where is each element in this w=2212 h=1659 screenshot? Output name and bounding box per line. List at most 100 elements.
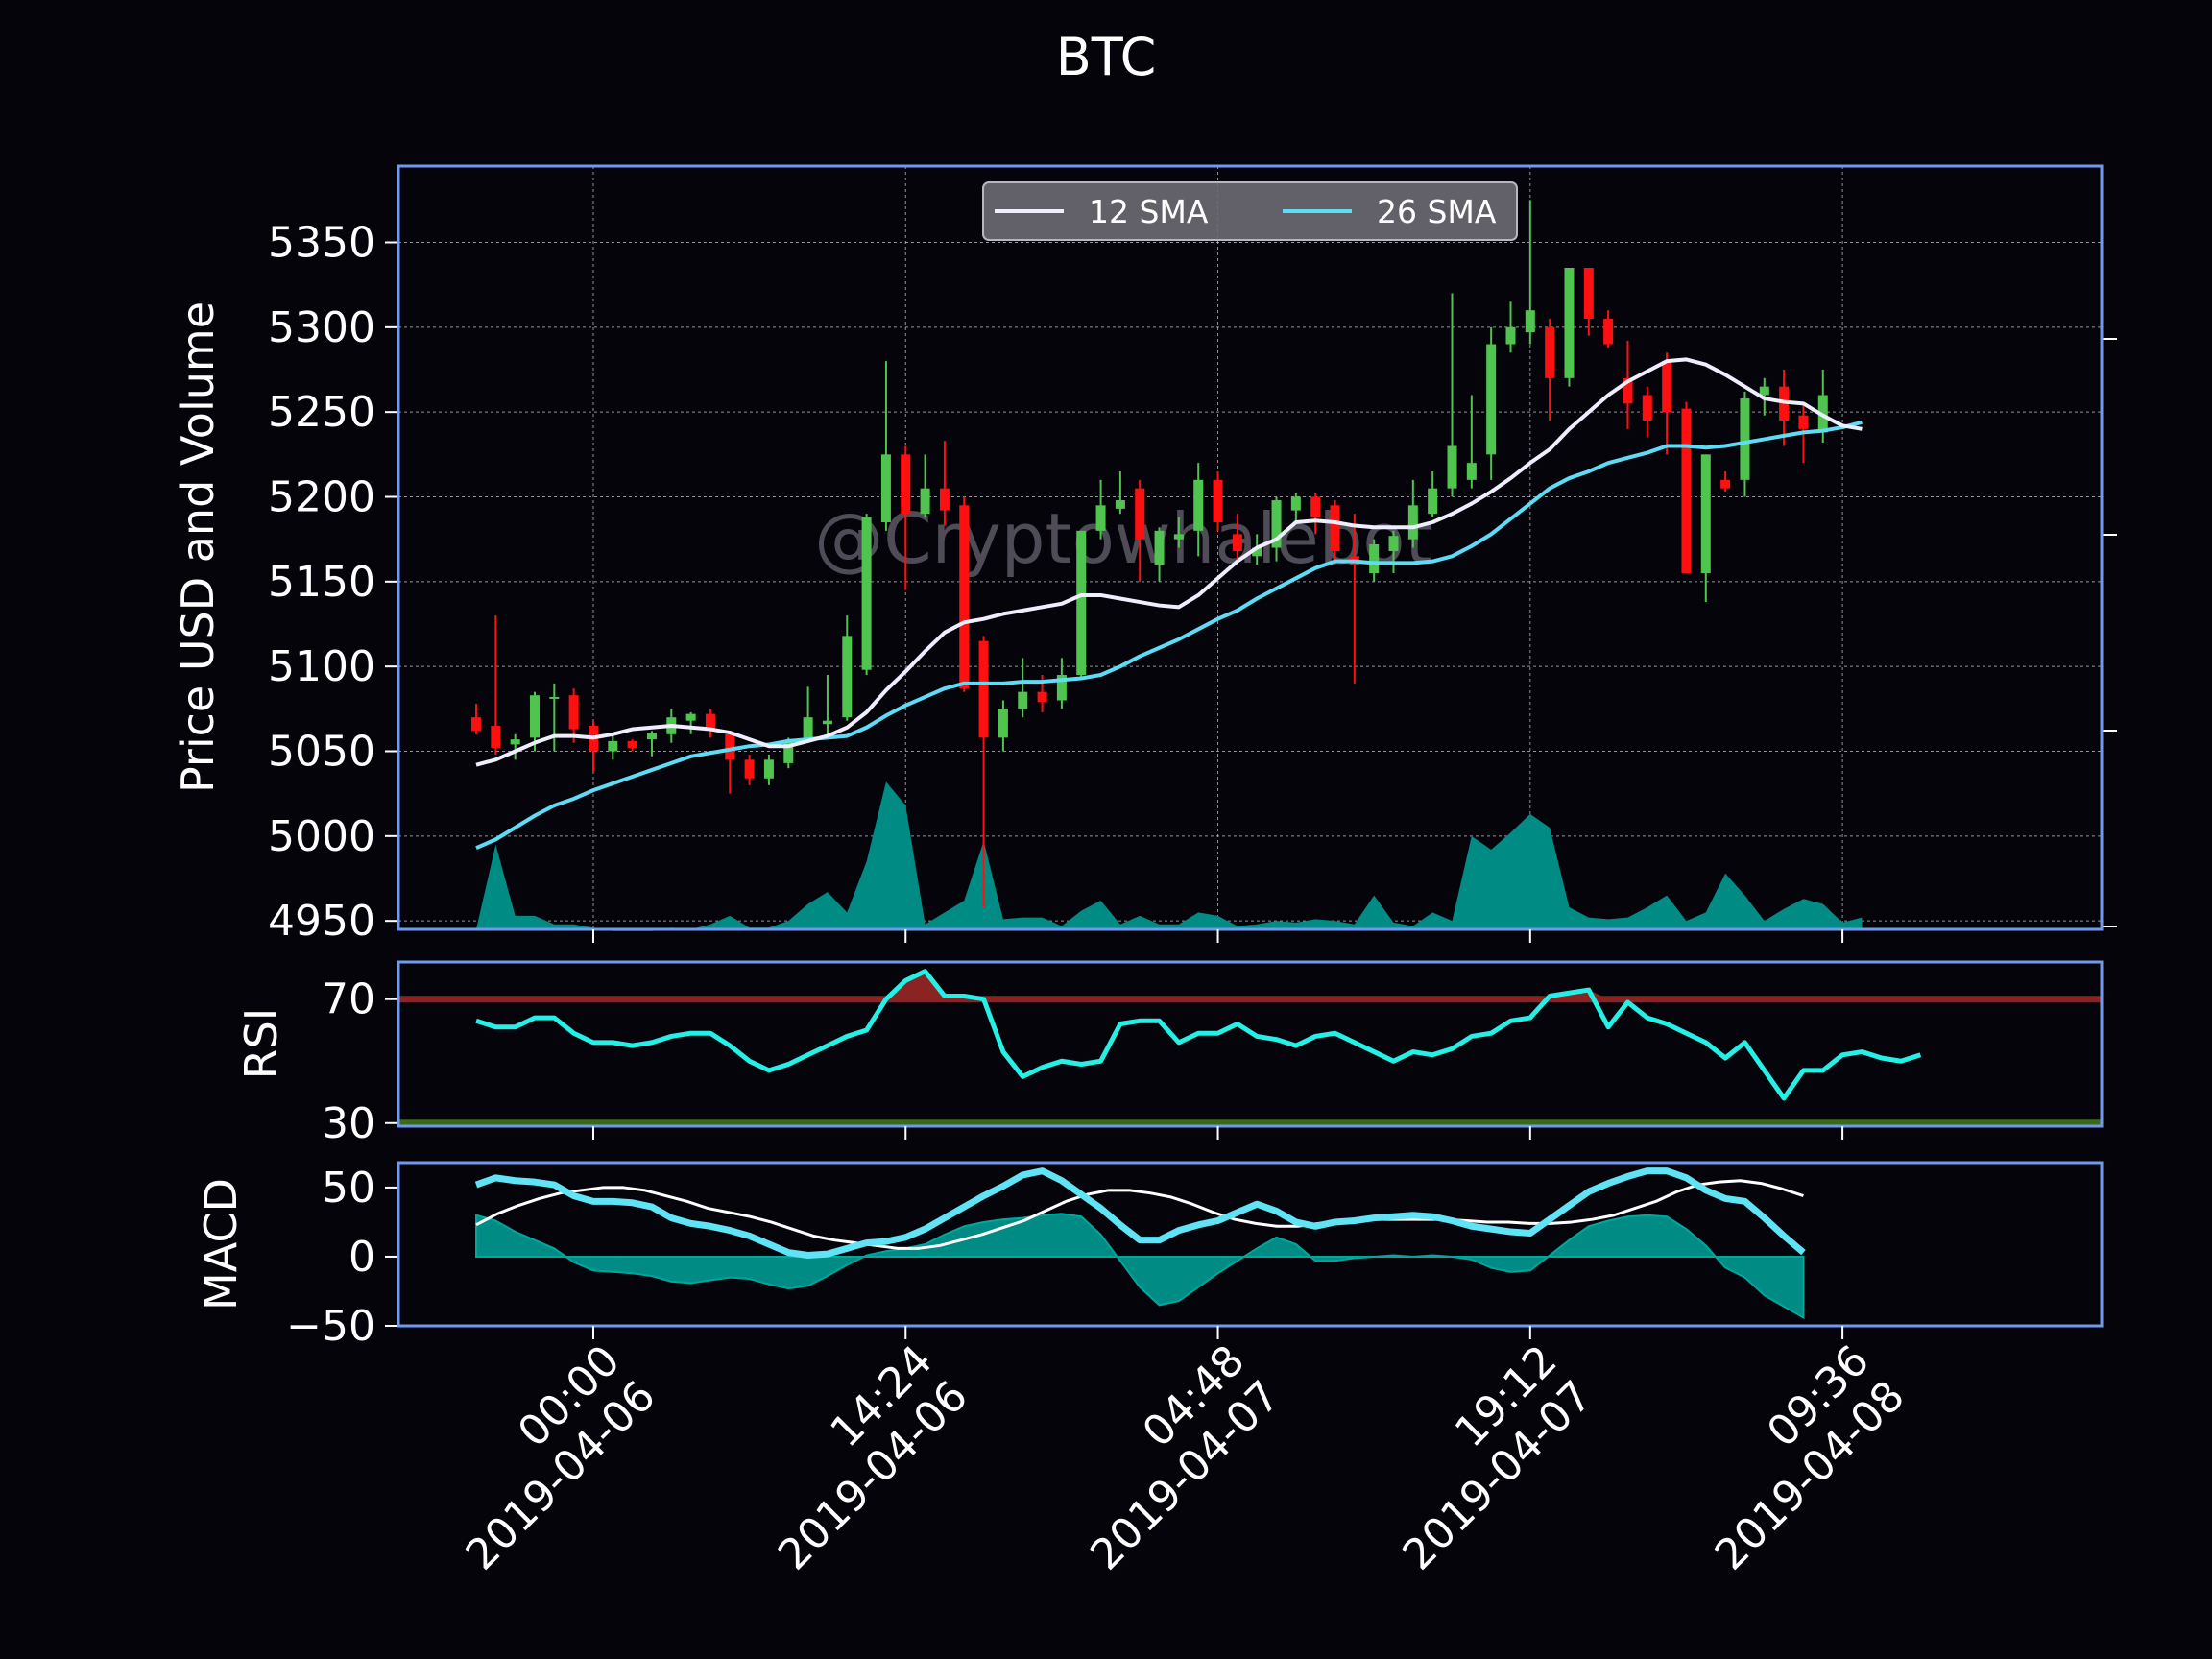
- candle-body: [549, 696, 560, 699]
- candle-body: [1369, 543, 1380, 573]
- candle-body: [1505, 326, 1516, 345]
- volume-fill: [476, 781, 1863, 931]
- rsi-tick-label: 30: [322, 1099, 375, 1148]
- macd-y-ticks: −50 0 50: [286, 1164, 398, 1351]
- candle-body: [1056, 675, 1067, 701]
- rsi-panel: 30 70 RSI: [235, 960, 2104, 1148]
- candle-body: [1173, 534, 1184, 540]
- candle-body: [783, 740, 794, 763]
- rsi-frame: [397, 960, 2104, 1128]
- price-panel: @Cryptowhalebot 12 SMA 26 SMA 4950 5000 50…: [172, 164, 2117, 946]
- price-grid: [398, 166, 2102, 929]
- candle-body: [685, 713, 696, 721]
- macd-y-axis-label: MACD: [195, 1178, 247, 1310]
- legend: 12 SMA 26 SMA: [982, 181, 1518, 241]
- candle-body: [1740, 398, 1750, 480]
- candle-body: [1525, 310, 1535, 333]
- candle-body: [1213, 479, 1223, 522]
- candle-body: [471, 717, 481, 732]
- price-frame: [397, 164, 2104, 931]
- macd-tick-label: −50: [286, 1302, 375, 1351]
- rsi-y-ticks: 30 70: [322, 975, 398, 1148]
- y-tick-label: 5300: [268, 303, 375, 352]
- macd-lines: [474, 1167, 1806, 1260]
- y-tick-label: 5350: [268, 219, 375, 268]
- candle-body: [939, 488, 950, 511]
- candle-body: [822, 720, 832, 725]
- candle-body: [1252, 547, 1262, 557]
- candle-body: [1037, 691, 1047, 703]
- rsi-tick-label: 70: [322, 975, 375, 1024]
- candle-body: [510, 739, 520, 745]
- macd-signal-line: [475, 1179, 1804, 1250]
- candle-body: [842, 636, 853, 718]
- sma-26-line: [475, 420, 1863, 851]
- y-tick-label: 5100: [268, 642, 375, 691]
- macd-tick-label: 50: [322, 1164, 375, 1213]
- candle-body: [1700, 454, 1711, 573]
- candle-body: [1076, 530, 1087, 675]
- candle-body: [998, 709, 1008, 738]
- y-tick-label: 5050: [268, 728, 375, 777]
- candle-body: [627, 740, 637, 748]
- candle-body: [861, 517, 872, 670]
- candle-body: [1310, 496, 1321, 517]
- volume-area: [476, 781, 1863, 931]
- candle-body: [920, 488, 930, 515]
- candle-body: [1798, 415, 1809, 429]
- candle-body: [1330, 505, 1340, 552]
- y-tick-label: 5200: [268, 473, 375, 522]
- candle-body: [744, 759, 755, 779]
- candle-body: [1095, 505, 1106, 531]
- candle-body: [880, 454, 891, 522]
- candle-body: [1759, 386, 1769, 396]
- candle-body: [1154, 530, 1165, 565]
- candle-body: [1623, 377, 1633, 404]
- y-tick-label: 5250: [268, 388, 375, 437]
- legend-box: [982, 181, 1518, 241]
- candle-body: [1135, 488, 1145, 540]
- candle-body: [725, 733, 735, 760]
- legend-label-26-sma: 26 SMA: [1377, 193, 1497, 230]
- candle-body: [1271, 500, 1282, 548]
- watermark: @Cryptowhalebot: [814, 498, 1431, 579]
- price-y-ticks: 4950 5000 5050 5100 5150 5200 5250 5300 5350: [268, 219, 398, 946]
- macd-histogram: [475, 1213, 1805, 1320]
- rsi-y-axis-label: RSI: [235, 1008, 287, 1080]
- candle-body: [803, 717, 813, 740]
- legend-label-12-sma: 12 SMA: [1089, 193, 1209, 230]
- rsi-series-line: [475, 969, 1922, 1101]
- candle-body: [763, 759, 774, 779]
- candle-body: [1232, 534, 1242, 552]
- chart-title: BTC: [1056, 27, 1157, 87]
- macd-line: [474, 1167, 1806, 1260]
- candle-body: [1545, 326, 1555, 378]
- candle-body: [705, 713, 715, 732]
- candle-body: [1447, 445, 1457, 489]
- candle-body: [1486, 344, 1497, 455]
- candle-body: [646, 733, 657, 740]
- candle-body: [1466, 463, 1477, 480]
- candle-body: [529, 695, 540, 738]
- sma-lines: [475, 357, 1863, 851]
- y-tick-label: 5150: [268, 558, 375, 607]
- candle-body: [1642, 395, 1652, 421]
- candle-body: [1193, 479, 1204, 531]
- macd-frame: [397, 1161, 2104, 1328]
- candle-body: [568, 695, 579, 730]
- candle-body: [1428, 488, 1438, 515]
- candle-body: [608, 740, 618, 752]
- candle-body: [1681, 408, 1692, 573]
- candle-body: [1018, 691, 1028, 709]
- sma-12-line: [475, 357, 1863, 767]
- candle-body: [1662, 361, 1672, 413]
- price-y-axis-label: Price USD and Volume: [172, 301, 224, 793]
- candle-body: [1388, 536, 1399, 552]
- candle-body: [1407, 505, 1418, 540]
- candlesticks: [471, 200, 1828, 908]
- candle-body: [1603, 319, 1614, 345]
- y-tick-label: 4950: [268, 897, 375, 946]
- candle-body: [1583, 268, 1594, 319]
